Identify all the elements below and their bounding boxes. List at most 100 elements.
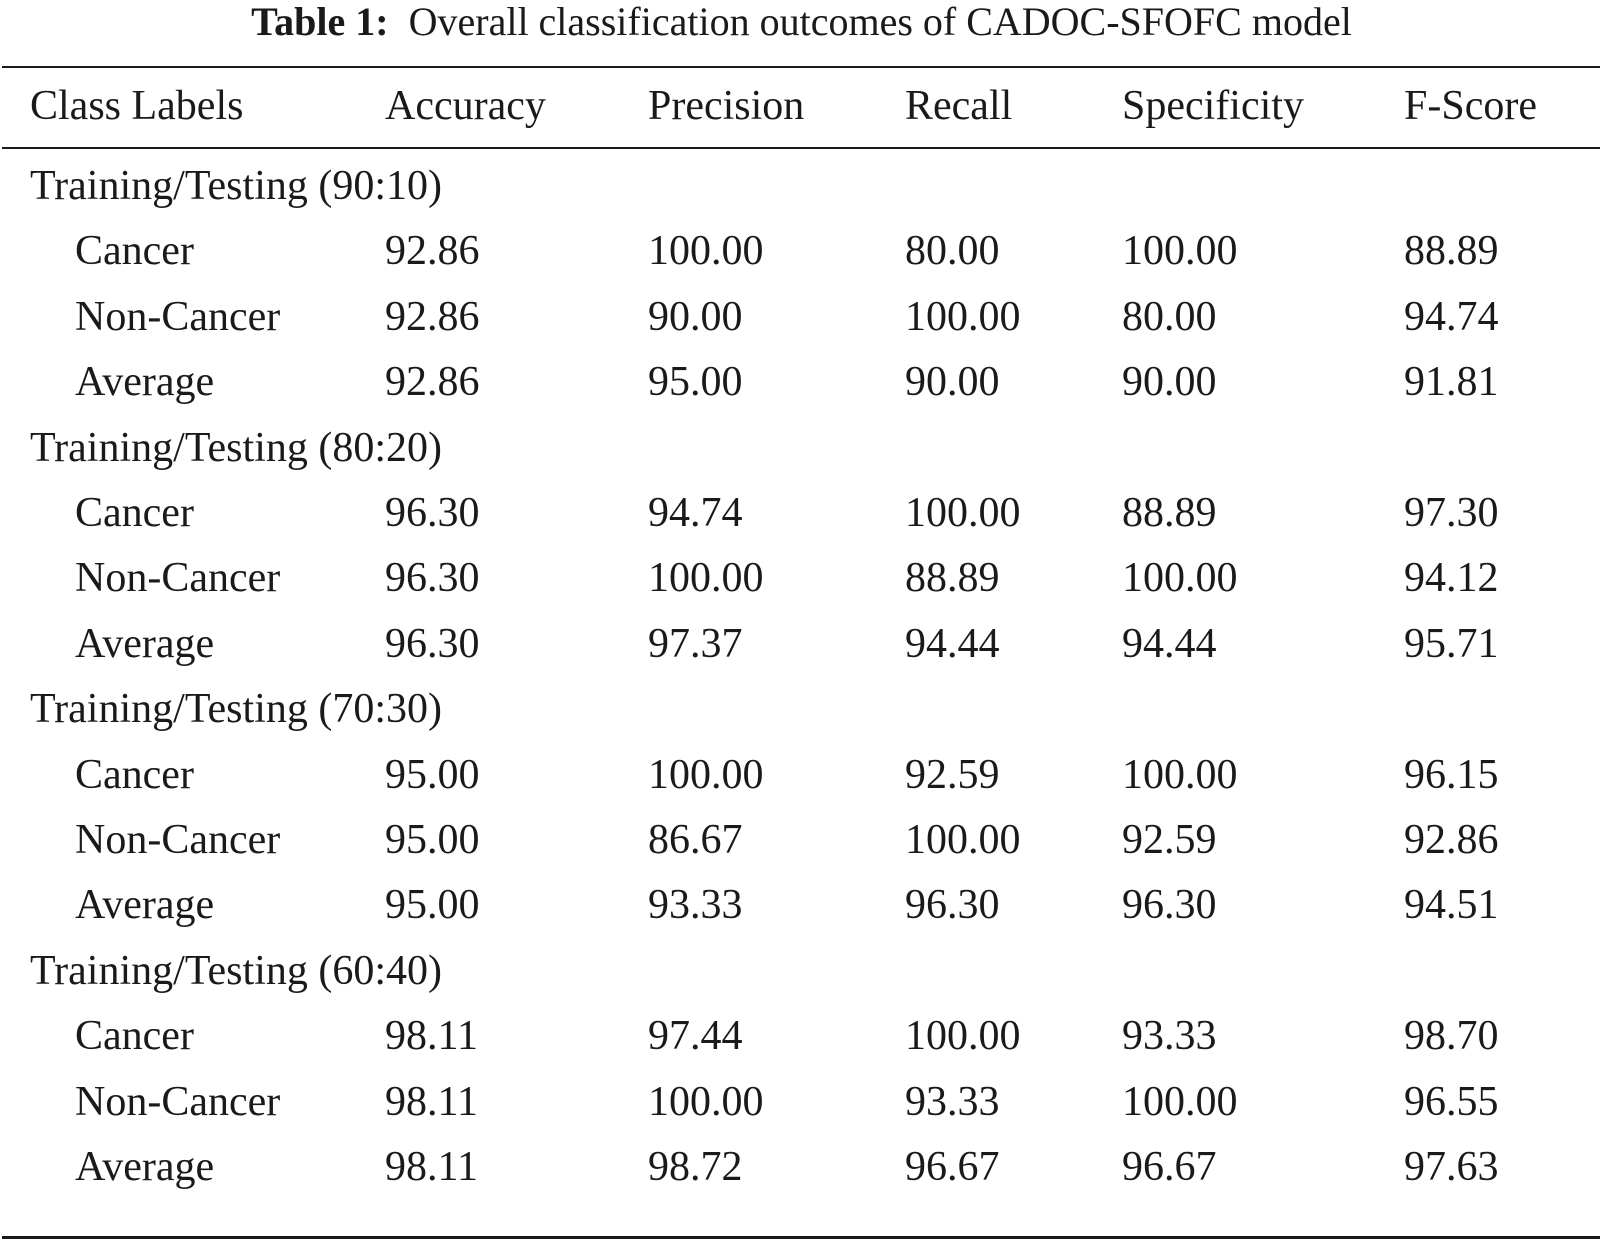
table-cell: 93.33 <box>648 882 743 929</box>
row-label: Non-Cancer <box>75 293 281 340</box>
header-cell: Specificity <box>1122 83 1304 129</box>
table-cell: 98.11 <box>385 1078 478 1125</box>
table-cell: 90.00 <box>648 293 743 340</box>
row-label: Cancer <box>75 490 194 536</box>
table-cell: 100.00 <box>1122 555 1238 602</box>
table-cell: 94.44 <box>905 620 1000 667</box>
row-label: Average <box>75 359 215 406</box>
table-cell: 80.00 <box>1122 293 1217 340</box>
table-cell: 88.89 <box>1404 228 1499 275</box>
table-cell: 96.67 <box>905 1144 1000 1190</box>
table-cell: 96.30 <box>905 882 1000 929</box>
table-cell: 100.00 <box>648 555 764 602</box>
table-cell: 94.74 <box>1404 293 1499 340</box>
table-cell: 92.86 <box>385 359 480 406</box>
group-header-row: Training/Testing (90:10) <box>0 153 1603 220</box>
table-cell: 98.70 <box>1404 1013 1499 1060</box>
table-cell: 98.72 <box>648 1144 743 1190</box>
row-label: Cancer <box>75 228 194 275</box>
table-cell: 91.81 <box>1404 359 1499 406</box>
table-row: Cancer 96.30 94.74 100.00 88.89 97.30 <box>0 480 1603 547</box>
table-cell: 97.37 <box>648 620 743 667</box>
group-header-row: Training/Testing (70:30) <box>0 676 1603 743</box>
table-cell: 94.44 <box>1122 620 1217 667</box>
table-cell: 97.63 <box>1404 1144 1499 1190</box>
table-cell: 98.11 <box>385 1144 478 1190</box>
header-cell: F-Score <box>1404 83 1537 129</box>
header-cell: Precision <box>648 83 805 129</box>
row-label: Non-Cancer <box>75 1078 281 1125</box>
table-cell: 88.89 <box>905 555 1000 602</box>
table-cell: 100.00 <box>648 751 764 798</box>
table-cell: 100.00 <box>1122 228 1238 275</box>
table-cell: 96.15 <box>1404 751 1499 798</box>
table-cell: 100.00 <box>905 490 1021 536</box>
caption-text: Overall classification outcomes of CADOC… <box>408 0 1352 44</box>
table-cell: 96.30 <box>385 490 480 536</box>
table-cell: 96.30 <box>1122 882 1217 929</box>
row-label: Average <box>75 1144 215 1190</box>
row-label: Cancer <box>75 1013 194 1060</box>
group-label: Training/Testing (60:40) <box>30 947 443 994</box>
table-cell: 92.59 <box>905 751 1000 798</box>
row-label: Cancer <box>75 751 194 798</box>
table-cell: 95.00 <box>385 882 480 929</box>
header-cell: Class Labels <box>30 83 244 129</box>
table-cell: 100.00 <box>648 228 764 275</box>
table-cell: 94.51 <box>1404 882 1499 929</box>
group-label: Training/Testing (90:10) <box>30 163 443 209</box>
table-cell: 95.71 <box>1404 620 1499 667</box>
table-cell: 100.00 <box>1122 751 1238 798</box>
group-header-row: Training/Testing (80:20) <box>0 415 1603 482</box>
table-cell: 96.30 <box>385 555 480 602</box>
table-cell: 93.33 <box>1122 1013 1217 1060</box>
table-cell: 96.55 <box>1404 1078 1499 1125</box>
table-cell: 94.74 <box>648 490 743 536</box>
group-label: Training/Testing (70:30) <box>30 686 443 733</box>
table-row: Cancer 95.00 100.00 92.59 100.00 96.15 <box>0 742 1603 809</box>
table-row: Non-Cancer 95.00 86.67 100.00 92.59 92.86 <box>0 807 1603 874</box>
header-cell: Accuracy <box>385 83 546 129</box>
header-rule <box>2 147 1600 149</box>
table-row: Cancer 98.11 97.44 100.00 93.33 98.70 <box>0 1003 1603 1070</box>
table-cell: 96.30 <box>385 620 480 667</box>
header-cell: Recall <box>905 83 1013 129</box>
row-label: Average <box>75 620 215 667</box>
table-cell: 92.86 <box>385 228 480 275</box>
group-label: Training/Testing (80:20) <box>30 424 443 471</box>
row-label: Non-Cancer <box>75 817 281 863</box>
table-row: Average 92.86 95.00 90.00 90.00 91.81 <box>0 349 1603 416</box>
table-caption: Table 1: Overall classification outcomes… <box>0 0 1603 44</box>
table-cell: 96.67 <box>1122 1144 1217 1190</box>
group-header-row: Training/Testing (60:40) <box>0 938 1603 1005</box>
table-row: Average 98.11 98.72 96.67 96.67 97.63 <box>0 1134 1603 1201</box>
table-cell: 88.89 <box>1122 490 1217 536</box>
table-cell: 97.30 <box>1404 490 1499 536</box>
table-cell: 92.86 <box>1404 817 1499 863</box>
table-cell: 100.00 <box>905 1013 1021 1060</box>
table-cell: 100.00 <box>905 293 1021 340</box>
table-row: Non-Cancer 98.11 100.00 93.33 100.00 96.55 <box>0 1069 1603 1136</box>
table-cell: 95.00 <box>648 359 743 406</box>
table-cell: 86.67 <box>648 817 743 863</box>
table-cell: 100.00 <box>905 817 1021 863</box>
table-cell: 100.00 <box>648 1078 764 1125</box>
bottom-rule <box>2 1236 1600 1239</box>
row-label: Non-Cancer <box>75 555 281 602</box>
table-cell: 92.59 <box>1122 817 1217 863</box>
row-label: Average <box>75 882 215 929</box>
table-row: Non-Cancer 96.30 100.00 88.89 100.00 94.12 <box>0 545 1603 612</box>
top-rule <box>2 66 1600 68</box>
table-cell: 90.00 <box>1122 359 1217 406</box>
caption-label: Table 1: <box>251 0 389 44</box>
header-row: Class Labels Accuracy Precision Recall S… <box>0 73 1603 140</box>
table-cell: 97.44 <box>648 1013 743 1060</box>
table-cell: 92.86 <box>385 293 480 340</box>
table-cell: 95.00 <box>385 751 480 798</box>
table-cell: 93.33 <box>905 1078 1000 1125</box>
table-cell: 94.12 <box>1404 555 1499 602</box>
table-cell: 90.00 <box>905 359 1000 406</box>
table-cell: 95.00 <box>385 817 480 863</box>
table-row: Cancer 92.86 100.00 80.00 100.00 88.89 <box>0 218 1603 285</box>
table-cell: 80.00 <box>905 228 1000 275</box>
